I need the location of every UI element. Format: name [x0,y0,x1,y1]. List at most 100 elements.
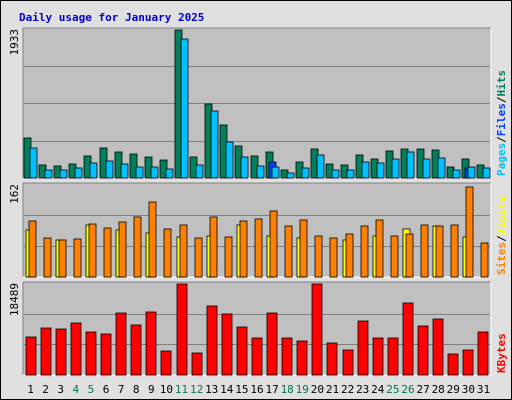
bar-pages-day-20 [316,154,325,179]
bar-pages-day-24 [376,162,385,179]
bar-kbytes-day-24 [372,337,384,376]
bar-sites-day-11 [179,224,188,278]
bar-pages-day-30 [467,166,476,179]
bar-kbytes-day-18 [281,337,293,376]
bar-sites-day-8 [133,216,142,278]
bar-kbytes-day-15 [236,326,248,376]
bar-sites-day-31 [480,242,489,278]
x-tick-label-day-13: 13 [205,383,218,396]
bar-pages-day-26 [406,151,415,179]
bar-kbytes-day-31 [477,331,489,376]
bar-pages-day-22 [346,169,355,179]
bar-pages-day-14 [225,141,234,179]
bar-kbytes-day-26 [402,302,414,376]
bar-pages-day-11 [180,38,189,179]
x-tick-label-day-14: 14 [220,383,234,396]
bar-kbytes-day-6 [100,333,112,376]
x-tick-label-day-2: 2 [42,383,49,396]
bar-sites-day-23 [360,225,369,278]
bar-pages-day-25 [391,158,400,179]
bar-kbytes-day-19 [296,340,308,376]
bar-sites-day-20 [314,235,323,278]
bar-kbytes-day-12 [191,352,203,376]
x-tick-label-day-25: 25 [386,383,399,396]
bar-pages-day-1 [29,147,38,179]
x-tick-label-day-12: 12 [190,383,203,396]
bar-pages-day-3 [59,169,68,179]
bar-sites-day-1 [28,220,37,278]
bar-pages-day-9 [150,166,159,179]
bar-sites-day-28 [435,225,444,278]
bar-kbytes-day-14 [221,313,233,376]
legend-hits: Hits [495,70,508,97]
x-tick-label-day-11: 11 [175,383,188,396]
legend-sites: Sites [495,242,508,275]
x-tick-label-day-26: 26 [401,383,414,396]
bar-sites-day-10 [163,228,172,278]
panel-max-label: 162 [8,184,21,204]
bar-kbytes-day-8 [130,324,142,376]
bar-sites-day-3 [58,239,67,278]
bar-kbytes-day-21 [326,342,338,376]
x-tick-label-day-17: 17 [265,383,278,396]
panel-legend-label: Sites/Visits [495,196,508,276]
bar-kbytes-day-9 [145,311,157,376]
panel-legend-label: Pages/Files/Hits [495,70,508,176]
bar-sites-day-4 [73,238,82,278]
x-tick-label-day-30: 30 [462,383,475,396]
x-tick-label-day-28: 28 [432,383,445,396]
bar-sites-day-24 [375,219,384,278]
bar-kbytes-day-27 [417,325,429,376]
bar-kbytes-day-29 [447,353,459,376]
bar-sites-day-29 [450,224,459,278]
x-tick-label-day-3: 3 [57,383,64,396]
bar-pages-day-5 [89,162,98,179]
legend-files: Files [495,103,508,136]
legend-pages: Pages [495,143,508,176]
bar-pages-day-4 [74,167,83,179]
x-tick-label-day-1: 1 [27,383,34,396]
bar-pages-day-31 [482,167,491,179]
x-tick-label-day-6: 6 [103,383,110,396]
legend-separator: / [495,235,508,242]
x-tick-label-day-29: 29 [447,383,460,396]
bar-sites-day-27 [420,224,429,278]
bar-kbytes-day-17 [266,312,278,376]
bar-kbytes-day-1 [25,336,37,376]
x-tick-label-day-15: 15 [235,383,248,396]
bar-kbytes-day-7 [115,312,127,376]
bar-kbytes-day-10 [160,350,172,376]
chart-title: Daily usage for January 2025 [19,11,204,24]
x-tick-label-day-10: 10 [160,383,173,396]
bar-sites-day-15 [239,220,248,278]
bar-pages-day-21 [331,169,340,179]
bar-sites-day-6 [103,227,112,278]
bar-sites-day-21 [329,237,338,278]
bar-sites-day-16 [254,218,263,278]
bar-pages-day-29 [452,169,461,179]
bar-pages-day-6 [105,160,114,179]
x-tick-label-day-21: 21 [326,383,339,396]
bar-sites-day-7 [118,221,127,278]
legend-visits: Visits [495,196,508,236]
bar-sites-day-18 [284,225,293,278]
panel-legend-label: KBytes [495,333,508,373]
bar-sites-day-30 [465,186,474,278]
bar-pages-day-23 [361,161,370,179]
bar-sites-day-22 [345,233,354,278]
panel-max-label: 1933 [8,29,21,56]
legend-kbytes: KBytes [495,333,508,373]
bar-kbytes-day-23 [357,320,369,376]
bar-sites-day-26 [405,233,414,278]
bar-pages-day-13 [210,110,219,179]
bar-kbytes-day-30 [462,349,474,376]
x-tick-label-day-8: 8 [133,383,140,396]
bar-kbytes-day-25 [387,337,399,376]
bar-pages-day-15 [240,156,249,179]
bar-kbytes-day-3 [55,328,67,376]
bar-kbytes-day-28 [432,318,444,376]
panel-max-label: 18489 [8,283,21,316]
bar-sites-day-17 [269,210,278,278]
bar-pages-day-18 [286,172,295,179]
